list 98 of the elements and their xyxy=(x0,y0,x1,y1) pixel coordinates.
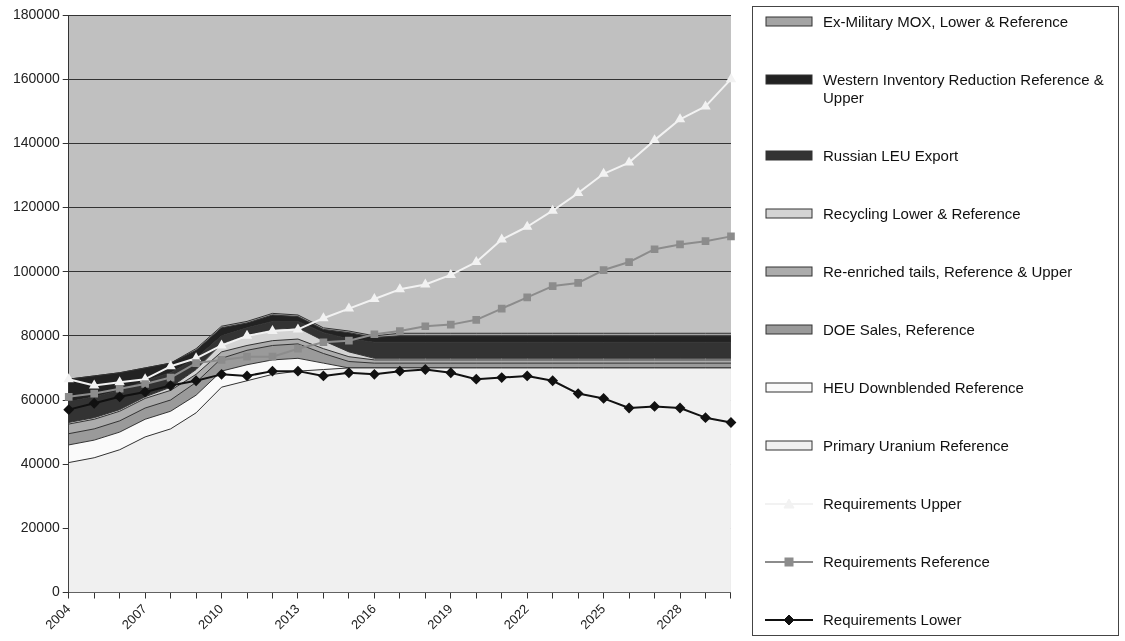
point xyxy=(63,404,74,415)
legend-label: Russian LEU Export xyxy=(823,147,959,165)
point xyxy=(650,135,660,144)
point xyxy=(573,188,583,197)
point xyxy=(727,232,735,241)
point xyxy=(598,393,609,404)
point xyxy=(318,313,328,322)
point xyxy=(421,322,430,331)
point xyxy=(701,101,710,110)
point xyxy=(471,257,481,266)
y-tick-label: 80000 xyxy=(20,326,60,343)
point xyxy=(166,361,176,370)
legend-label: DOE Sales, Reference xyxy=(823,321,975,339)
legend-label: Primary Uranium Reference xyxy=(823,437,1009,455)
y-tick-label: 40000 xyxy=(20,455,60,472)
point xyxy=(420,364,431,375)
point xyxy=(191,375,202,386)
point xyxy=(420,279,430,288)
point xyxy=(625,258,633,266)
point xyxy=(573,388,584,399)
legend-label: Recycling Lower & Reference xyxy=(823,205,1021,223)
point xyxy=(216,369,227,380)
point xyxy=(522,221,532,230)
point xyxy=(675,114,685,123)
point xyxy=(471,374,482,385)
point xyxy=(294,344,302,353)
point xyxy=(548,205,558,214)
legend-label: Western Inventory Reduction Reference & Upper xyxy=(823,71,1105,107)
point xyxy=(345,336,353,345)
legend-label: Requirements Lower xyxy=(823,611,962,629)
point xyxy=(446,269,456,278)
point xyxy=(343,367,354,378)
legend-label: Requirements Upper xyxy=(823,495,962,513)
point xyxy=(599,168,609,177)
point xyxy=(624,403,635,414)
point xyxy=(370,330,379,339)
point xyxy=(293,324,303,333)
point xyxy=(472,315,481,324)
point xyxy=(700,412,711,423)
point xyxy=(115,384,124,393)
point xyxy=(268,326,277,335)
point xyxy=(344,303,354,312)
point xyxy=(292,366,303,377)
point xyxy=(369,369,380,380)
point xyxy=(675,403,686,414)
point xyxy=(165,380,176,391)
point xyxy=(90,389,99,398)
point xyxy=(497,304,506,313)
point xyxy=(268,352,277,361)
point xyxy=(140,386,151,397)
y-tick-label: 60000 xyxy=(20,390,60,407)
point xyxy=(725,417,736,428)
y-tick-label: 100000 xyxy=(13,262,60,279)
point xyxy=(319,338,328,347)
point xyxy=(192,359,200,367)
y-tick-label: 180000 xyxy=(13,5,60,22)
point xyxy=(217,340,227,349)
legend-label: Re-enriched tails, Reference & Upper xyxy=(823,263,1073,281)
point xyxy=(114,391,125,402)
point xyxy=(523,293,532,302)
point xyxy=(115,377,125,386)
point xyxy=(650,245,659,254)
point xyxy=(574,279,582,287)
point xyxy=(267,366,278,377)
y-tick-label: 20000 xyxy=(20,519,60,536)
point xyxy=(649,401,660,412)
legend-label: HEU Downblended Reference xyxy=(823,379,1024,397)
point xyxy=(726,74,736,83)
legend-label: Ex-Military MOX, Lower & Reference xyxy=(823,13,1069,31)
y-tick-label: 160000 xyxy=(13,70,60,87)
point xyxy=(242,370,253,381)
point xyxy=(89,380,99,389)
y-tick-label: 120000 xyxy=(13,198,60,215)
point xyxy=(676,240,684,249)
point xyxy=(217,356,226,364)
point xyxy=(445,367,456,378)
point xyxy=(497,234,507,243)
point xyxy=(548,282,557,290)
legend-label: Requirements Reference xyxy=(823,553,990,571)
point xyxy=(64,374,74,383)
point xyxy=(395,284,405,293)
point xyxy=(318,370,329,381)
point xyxy=(624,157,634,166)
point xyxy=(496,372,507,383)
y-tick-label: 140000 xyxy=(13,134,60,151)
point xyxy=(89,398,100,409)
point xyxy=(396,327,404,335)
point xyxy=(369,293,379,302)
point xyxy=(242,330,252,339)
point xyxy=(522,370,533,381)
point xyxy=(243,352,251,361)
point xyxy=(394,366,405,377)
point xyxy=(547,375,558,386)
y-tick-label: 0 xyxy=(51,583,60,600)
point xyxy=(701,237,710,246)
point xyxy=(599,266,608,274)
point xyxy=(446,320,455,329)
point xyxy=(141,380,149,388)
